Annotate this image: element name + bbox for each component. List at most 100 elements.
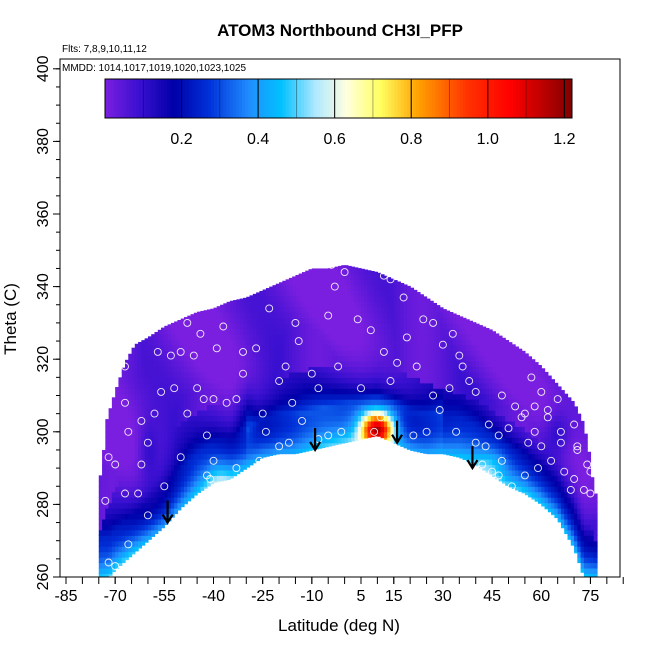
- heatmap-cell: [442, 322, 447, 329]
- heatmap-cell: [590, 529, 595, 536]
- heatmap-cell: [397, 431, 401, 438]
- heatmap-cell: [452, 453, 457, 457]
- heatmap-cell: [324, 382, 329, 389]
- heatmap-cell: [213, 344, 218, 351]
- heatmap-cell: [305, 322, 310, 329]
- sample-point: [429, 318, 438, 327]
- heatmap-cell: [521, 426, 526, 433]
- heatmap-cell: [528, 361, 533, 368]
- heatmap-cell: [570, 508, 575, 515]
- heatmap-cell: [128, 508, 133, 515]
- heatmap-cell: [515, 346, 519, 351]
- heatmap-cell: [203, 328, 208, 335]
- heatmap-cell: [420, 361, 424, 368]
- heatmap-cell: [302, 448, 306, 453]
- heatmap-cell: [508, 355, 513, 362]
- heatmap-cell: [285, 399, 290, 406]
- heatmap-cell: [131, 382, 136, 389]
- heatmap-cell: [285, 410, 290, 417]
- heatmap-cell: [295, 377, 300, 384]
- heatmap-cell: [557, 491, 562, 498]
- heatmap-cell: [331, 317, 336, 324]
- heatmap-cell: [515, 399, 519, 406]
- heatmap-cell: [157, 366, 162, 373]
- heatmap-cell: [105, 573, 110, 577]
- heatmap-cell: [413, 371, 418, 378]
- heatmap-cell: [380, 388, 385, 395]
- heatmap-cell: [190, 361, 195, 368]
- heatmap-cell: [138, 513, 142, 520]
- heatmap-cell: [482, 328, 487, 335]
- heatmap-cell: [161, 459, 165, 466]
- heatmap-cell: [213, 404, 218, 411]
- heatmap-cell: [118, 486, 123, 493]
- heatmap-cell: [446, 420, 451, 427]
- heatmap-cell: [498, 469, 503, 476]
- heatmap-cell: [570, 491, 575, 498]
- heatmap-cell: [544, 486, 549, 493]
- heatmap-cell: [538, 442, 542, 449]
- heatmap-cell: [505, 469, 510, 476]
- heatmap-cell: [236, 469, 241, 475]
- heatmap-cell: [275, 420, 280, 427]
- heatmap-cell: [551, 420, 555, 427]
- heatmap-cell: [144, 361, 149, 368]
- heatmap-cell: [420, 306, 424, 313]
- heatmap-cell: [469, 426, 474, 433]
- heatmap-cell: [472, 333, 477, 340]
- heatmap-cell: [557, 388, 562, 395]
- heatmap-cell: [220, 377, 224, 384]
- heatmap-cell: [370, 426, 375, 433]
- heatmap-cell: [134, 366, 139, 373]
- heatmap-cell: [557, 386, 562, 389]
- heatmap-cell: [279, 361, 283, 368]
- colorbar-segment: [388, 79, 392, 118]
- heatmap-cell: [403, 322, 408, 329]
- heatmap-cell: [295, 279, 300, 286]
- heatmap-cell: [383, 393, 388, 400]
- heatmap-cell: [197, 312, 201, 319]
- heatmap-cell: [184, 404, 188, 411]
- heatmap-cell: [351, 317, 356, 324]
- heatmap-cell: [551, 513, 555, 516]
- heatmap-cell: [538, 486, 542, 493]
- heatmap-cell: [256, 448, 260, 455]
- sample-point: [481, 442, 490, 451]
- heatmap-cell: [338, 268, 342, 275]
- heatmap-cell: [521, 366, 526, 373]
- heatmap-cell: [501, 344, 506, 351]
- heatmap-cell: [184, 453, 188, 460]
- heatmap-cell: [128, 442, 133, 449]
- heatmap-cell: [472, 361, 477, 368]
- heatmap-cell: [98, 508, 103, 515]
- heatmap-cell: [472, 420, 477, 427]
- heatmap-cell: [141, 366, 146, 373]
- heatmap-cell: [574, 459, 578, 466]
- heatmap-cell: [377, 272, 382, 275]
- heatmap-cell: [459, 448, 464, 455]
- heatmap-cell: [361, 301, 365, 308]
- heatmap-cell: [108, 410, 113, 417]
- heatmap-cell: [328, 377, 333, 384]
- heatmap-cell: [167, 366, 172, 373]
- heatmap-cell: [138, 546, 142, 549]
- heatmap-cell: [190, 410, 195, 417]
- heatmap-cell: [226, 431, 231, 438]
- heatmap-cell: [298, 415, 303, 422]
- heatmap-cell: [206, 344, 211, 351]
- heatmap-cell: [131, 529, 136, 536]
- heatmap-cell: [462, 355, 467, 362]
- heatmap-cell: [170, 480, 175, 487]
- heatmap-cell: [583, 529, 588, 536]
- heatmap-cell: [164, 453, 169, 460]
- heatmap-cell: [233, 333, 238, 340]
- heatmap-cell: [518, 453, 523, 460]
- heatmap-cell: [302, 306, 306, 313]
- heatmap-cell: [423, 410, 428, 417]
- heatmap-cell: [108, 508, 113, 515]
- heatmap-cell: [308, 437, 313, 444]
- colorbar-segment: [282, 79, 287, 118]
- heatmap-cell: [180, 469, 185, 476]
- sample-point: [507, 482, 516, 491]
- heatmap-cell: [501, 339, 506, 346]
